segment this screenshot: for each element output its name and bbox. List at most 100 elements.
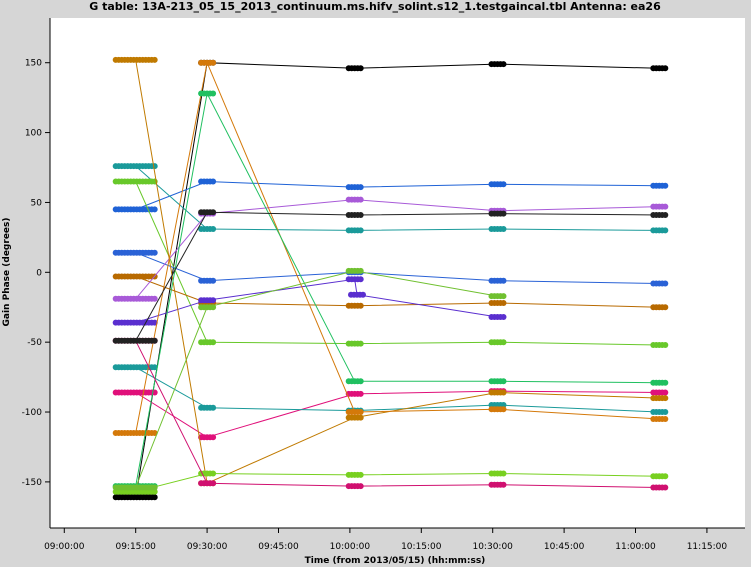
data-point (151, 488, 158, 495)
data-point (500, 181, 507, 188)
data-point (500, 339, 507, 346)
y-tick-label: -100 (22, 408, 43, 418)
data-point (151, 249, 158, 256)
data-point (500, 389, 507, 396)
x-tick-label: 10:45:00 (544, 542, 585, 552)
data-point (662, 379, 669, 386)
data-point (500, 314, 507, 320)
data-series (112, 276, 507, 326)
data-point (360, 291, 366, 298)
data-point (662, 212, 669, 218)
data-point (500, 226, 507, 232)
y-tick-label: 100 (25, 129, 42, 139)
y-tick-label: -50 (27, 338, 42, 348)
data-point (210, 470, 217, 477)
x-axis-label: Time (from 2013/05/15) (hh:mm:ss) (305, 556, 486, 566)
data-point (662, 65, 669, 72)
data-point (662, 395, 669, 402)
data-point (500, 378, 507, 385)
data-series (112, 388, 669, 441)
data-series (112, 56, 669, 487)
data-point (662, 484, 669, 491)
chart-title: G table: 13A-213_05_15_2013_continuum.ms… (89, 0, 661, 13)
x-tick-label: 11:00:00 (615, 542, 656, 552)
y-tick-label: 150 (25, 59, 42, 69)
data-point (662, 280, 669, 287)
data-point (151, 484, 158, 491)
data-point (357, 184, 364, 191)
data-point (500, 406, 507, 413)
x-tick-label: 09:30:00 (187, 542, 228, 552)
data-series (112, 470, 669, 495)
data-series (112, 178, 669, 213)
data-point (210, 339, 217, 346)
data-point (500, 402, 507, 408)
data-point (357, 390, 364, 397)
data-point (500, 61, 507, 68)
data-point (662, 389, 669, 396)
x-tick-label: 10:00:00 (330, 542, 371, 552)
x-tick-label: 09:45:00 (258, 542, 299, 552)
data-point (357, 302, 364, 309)
data-point (357, 483, 364, 490)
data-point (151, 337, 158, 344)
data-series (112, 163, 669, 234)
x-tick-label: 10:30:00 (472, 542, 513, 552)
data-point (357, 267, 364, 274)
data-point (357, 471, 364, 478)
data-point (662, 203, 669, 210)
x-axis: 09:00:00 09:15:00 09:30:00 09:45:00 10:00:00… (44, 527, 745, 552)
x-tick-label: 11:15:00 (687, 542, 728, 552)
data-point (662, 182, 669, 189)
series-line (135, 270, 498, 488)
data-point (151, 364, 158, 371)
data-point (500, 210, 507, 217)
series-layer (112, 56, 669, 501)
data-point (500, 481, 507, 488)
data-point (210, 59, 217, 66)
data-point (210, 90, 217, 97)
data-point (500, 277, 507, 284)
data-point (357, 65, 364, 72)
data-point (357, 340, 364, 347)
data-point (151, 494, 158, 501)
data-point (662, 409, 669, 415)
data-point (210, 434, 217, 441)
data-point (210, 277, 217, 284)
data-point (357, 227, 364, 234)
data-series (112, 209, 669, 344)
x-tick-label: 09:00:00 (44, 542, 85, 552)
data-point (500, 300, 507, 306)
data-point (210, 226, 217, 232)
data-point (151, 206, 158, 213)
data-point (210, 304, 217, 311)
y-axis-label: Gain Phase (degrees) (2, 218, 12, 327)
y-tick-label: -150 (22, 478, 43, 488)
data-point (662, 416, 669, 422)
data-point (662, 304, 669, 311)
data-point (500, 293, 507, 300)
data-point (210, 178, 217, 185)
y-axis: 150 100 50 0 -50 -100 -150 (22, 18, 51, 528)
data-series (112, 267, 507, 491)
data-point (357, 276, 364, 283)
data-point (210, 209, 217, 216)
data-point (210, 404, 217, 411)
data-point (357, 212, 364, 218)
data-point (662, 227, 669, 234)
x-tick-label: 10:15:00 (401, 542, 442, 552)
data-point (210, 480, 217, 487)
data-point (151, 295, 158, 302)
data-series (112, 178, 669, 348)
data-point (357, 378, 364, 385)
data-series (112, 249, 669, 287)
data-point (662, 342, 669, 348)
x-tick-label: 09:15:00 (115, 542, 156, 552)
data-point (357, 196, 364, 203)
plot-area (50, 18, 745, 528)
data-point (151, 163, 158, 170)
data-point (210, 297, 217, 304)
data-point (151, 56, 158, 63)
